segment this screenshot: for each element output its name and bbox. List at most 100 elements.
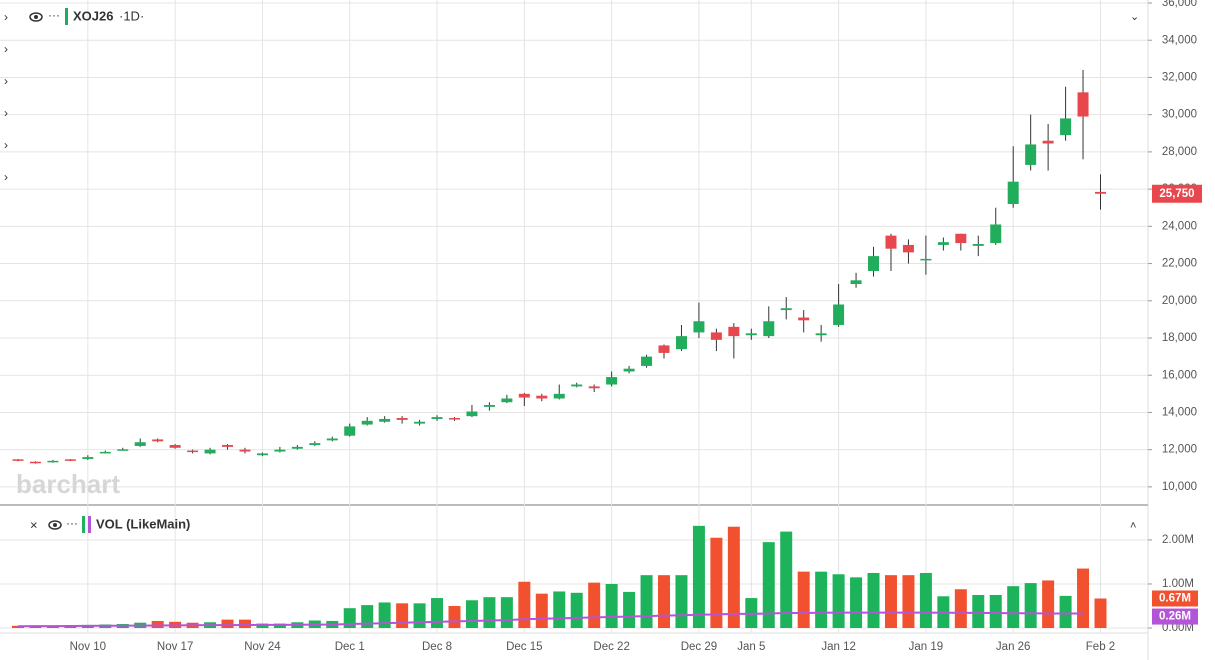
last-value-box bbox=[1152, 608, 1198, 625]
candle-body bbox=[1095, 191, 1106, 194]
candle-body bbox=[710, 332, 722, 340]
candle-body bbox=[1007, 181, 1019, 204]
candle-body bbox=[47, 460, 59, 463]
candle-body bbox=[675, 336, 687, 350]
volume-bar bbox=[12, 625, 24, 628]
eye-icon[interactable] bbox=[48, 520, 62, 530]
volume-bar bbox=[1077, 568, 1090, 628]
x-tick-label: Nov 17 bbox=[157, 641, 193, 653]
volume-bar bbox=[500, 597, 513, 628]
candle-body bbox=[536, 395, 548, 399]
volume-bar bbox=[378, 602, 391, 628]
y-tick-label: 24,000 bbox=[1162, 220, 1197, 232]
x-tick-label: Nov 24 bbox=[244, 641, 281, 653]
candle-body bbox=[763, 321, 775, 337]
x-tick-label: Dec 22 bbox=[593, 641, 629, 653]
candle-body bbox=[518, 393, 530, 398]
volume-bar bbox=[361, 605, 374, 628]
volume-bar bbox=[570, 592, 583, 628]
volume-bar bbox=[238, 619, 251, 628]
candle-body bbox=[868, 256, 880, 271]
candle-body bbox=[396, 418, 408, 420]
candle-body bbox=[483, 405, 495, 407]
candle-body bbox=[780, 308, 792, 311]
candle-body bbox=[1025, 144, 1037, 165]
menu-dots[interactable]: ··· bbox=[66, 516, 78, 530]
y-tick-label: 34,000 bbox=[1162, 34, 1197, 46]
last-price-label: 25,750 bbox=[1159, 188, 1194, 200]
last-value-label: 0.67M bbox=[1159, 593, 1191, 605]
close-icon[interactable]: × bbox=[30, 517, 38, 532]
y-tick-label: 30,000 bbox=[1162, 109, 1197, 121]
svg-text:›: › bbox=[4, 170, 8, 184]
volume-bar bbox=[832, 574, 845, 628]
volume-bar bbox=[413, 603, 426, 628]
candle-body bbox=[291, 446, 303, 449]
candle-body bbox=[274, 449, 286, 452]
candle-body bbox=[885, 235, 897, 249]
x-tick-label: Dec 8 bbox=[422, 641, 452, 653]
expand-icon[interactable]: ˄ bbox=[1130, 520, 1136, 532]
series-swatch bbox=[82, 516, 85, 533]
candle-body bbox=[1077, 92, 1089, 117]
volume-bar bbox=[658, 575, 671, 628]
candle-body bbox=[658, 345, 670, 353]
menu-dots[interactable]: ··· bbox=[48, 8, 60, 22]
candle-body bbox=[501, 398, 513, 403]
candle-body bbox=[239, 449, 251, 452]
x-tick-label: Jan 19 bbox=[909, 641, 944, 653]
volume-bar bbox=[954, 589, 967, 628]
volume-bar bbox=[465, 600, 478, 628]
candle-body bbox=[99, 451, 111, 454]
y-tick-label: 32,000 bbox=[1162, 71, 1197, 83]
svg-text:›: › bbox=[4, 138, 8, 152]
candle-body bbox=[204, 449, 216, 454]
volume-bar bbox=[850, 577, 863, 628]
marks bbox=[12, 70, 1107, 628]
volume-bar bbox=[867, 572, 880, 628]
candle-body bbox=[693, 321, 705, 333]
x-tick-label: Jan 12 bbox=[821, 641, 856, 653]
volume-bar bbox=[762, 542, 775, 628]
eye-icon[interactable] bbox=[29, 12, 43, 22]
candle-body bbox=[64, 459, 76, 461]
series-swatch bbox=[65, 8, 68, 25]
candle-body bbox=[920, 258, 932, 261]
candle-body bbox=[344, 426, 356, 436]
candle-body bbox=[431, 417, 443, 419]
symbol[interactable]: XOJ26 bbox=[73, 8, 113, 23]
candle-body bbox=[134, 442, 146, 446]
volume-bar bbox=[221, 619, 234, 628]
volume-bar bbox=[902, 575, 915, 628]
y-tick-label: 14,000 bbox=[1162, 406, 1197, 418]
volume-bar bbox=[919, 572, 932, 628]
volume-bar bbox=[640, 575, 653, 628]
y-tick-label: 12,000 bbox=[1162, 444, 1197, 456]
volume-bar bbox=[692, 525, 705, 628]
collapse-icon[interactable]: ⌄ bbox=[1130, 11, 1139, 23]
volume-bar bbox=[1094, 598, 1107, 628]
watermark: barchart bbox=[16, 469, 120, 499]
last-value-label: 0.26M bbox=[1159, 611, 1191, 623]
volume-bar bbox=[535, 593, 548, 628]
x-tick-label: Dec 15 bbox=[506, 641, 542, 653]
candle-body bbox=[955, 233, 967, 244]
candle-body bbox=[728, 326, 740, 337]
volume-bar bbox=[884, 575, 897, 628]
candle-body bbox=[256, 453, 268, 456]
y-tick-label: 20,000 bbox=[1162, 295, 1197, 307]
volume-title: VOL (LikeMain) bbox=[96, 516, 190, 531]
volume-bar bbox=[815, 571, 828, 628]
candle-body bbox=[606, 377, 618, 385]
candle-body bbox=[326, 438, 338, 441]
volume-bar bbox=[553, 591, 566, 628]
interval[interactable]: ·1D· bbox=[119, 8, 144, 23]
svg-text:›: › bbox=[4, 10, 8, 24]
y-tick-label: 1.00M bbox=[1162, 578, 1194, 590]
volume-bar bbox=[780, 531, 793, 628]
y-tick-label: 16,000 bbox=[1162, 369, 1197, 381]
candle-body bbox=[1042, 140, 1054, 144]
y-tick-label: 2.00M bbox=[1162, 534, 1194, 546]
